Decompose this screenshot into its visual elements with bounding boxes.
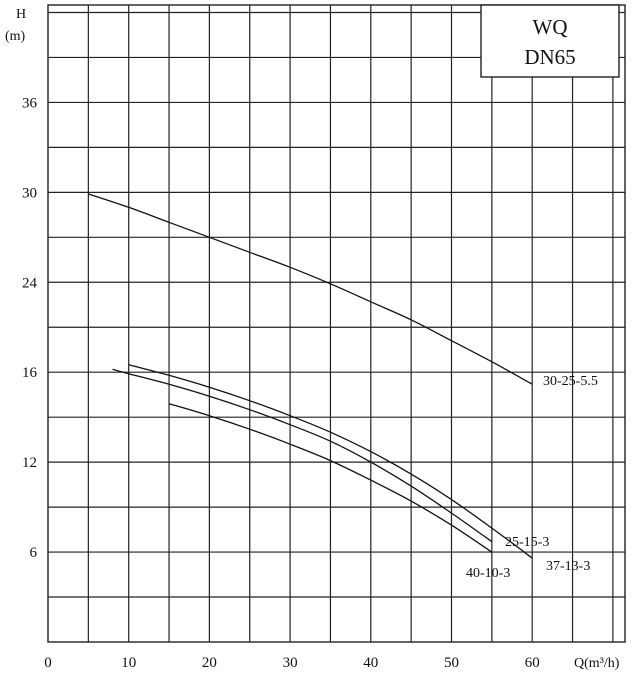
curve-line-40-10-3	[168, 403, 493, 553]
tick-labels: 0 10 20 30 40 50 60 6 12 16 24 30 36	[22, 95, 540, 671]
x-tick-label: 30	[283, 655, 298, 671]
x-tick-label: 10	[121, 655, 136, 671]
y-tick-label: 6	[30, 545, 38, 561]
chart-grid	[48, 5, 625, 642]
series-label-37-13-3: 37-13-3	[546, 559, 590, 574]
y-tick-label: 36	[22, 95, 38, 111]
x-axis-label: Q(m³/h)	[574, 656, 620, 671]
curve-series	[88, 193, 533, 559]
series-labels: 30-25-5.5 37-13-3 25-15-3 40-10-3	[466, 374, 598, 581]
series-label-25-15-3: 25-15-3	[505, 535, 549, 550]
y-tick-label: 30	[22, 185, 37, 201]
plot-frame	[47, 4, 626, 643]
curve-line-30-25-5.5	[88, 193, 533, 385]
y-axis-label-line-2: (m)	[5, 29, 26, 44]
x-tick-label: 40	[363, 655, 378, 671]
curve-line-25-15-3	[112, 368, 493, 543]
y-tick-label: 24	[22, 275, 38, 291]
curve-line-37-13-3	[128, 364, 533, 559]
x-tick-label: 0	[44, 655, 52, 671]
y-tick-label: 12	[22, 455, 37, 471]
y-axis-label-line-1: H	[16, 7, 26, 22]
x-tick-label: 60	[525, 655, 540, 671]
title-box-frame	[480, 4, 620, 78]
series-label-30-25-5.5: 30-25-5.5	[543, 374, 598, 389]
y-tick-label: 16	[22, 365, 38, 381]
chart-title-line-2: DN65	[524, 45, 575, 69]
chart-title-line-1: WQ	[533, 15, 568, 39]
x-tick-label: 20	[202, 655, 217, 671]
x-tick-label: 50	[444, 655, 459, 671]
model-title-box: WQ DN65	[480, 4, 620, 78]
series-label-40-10-3: 40-10-3	[466, 566, 510, 581]
